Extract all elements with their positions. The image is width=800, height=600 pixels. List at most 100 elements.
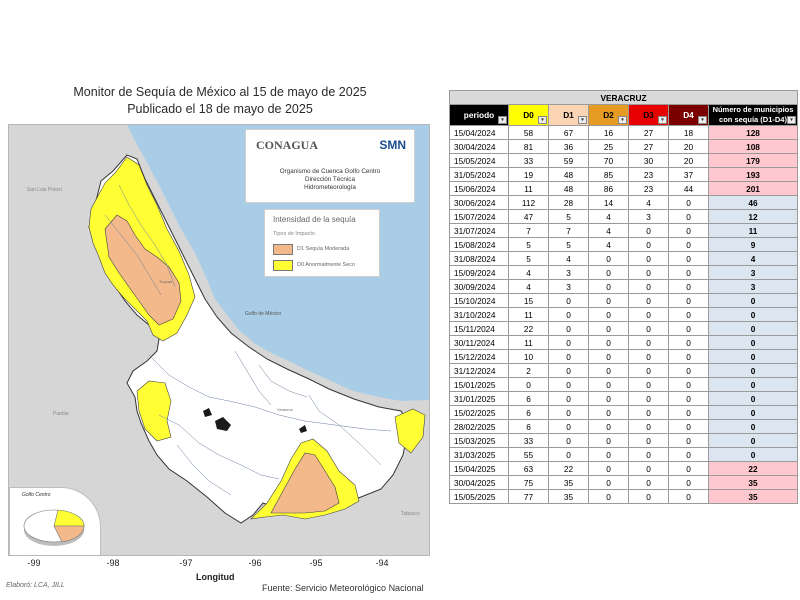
cell-period[interactable]: 30/11/2024 xyxy=(449,335,509,350)
cell-d4[interactable]: 0 xyxy=(668,349,709,364)
cell-d2[interactable]: 0 xyxy=(588,489,629,504)
cell-d1[interactable]: 0 xyxy=(548,391,589,406)
cell-d3[interactable]: 0 xyxy=(628,293,669,308)
cell-d2[interactable]: 70 xyxy=(588,153,629,168)
cell-d0[interactable]: 6 xyxy=(508,419,549,434)
cell-d0[interactable]: 63 xyxy=(508,461,549,476)
cell-period[interactable]: 30/04/2024 xyxy=(449,139,509,154)
cell-period[interactable]: 30/06/2024 xyxy=(449,195,509,210)
cell-period[interactable]: 15/12/2024 xyxy=(449,349,509,364)
cell-d2[interactable]: 0 xyxy=(588,307,629,322)
cell-total[interactable]: 108 xyxy=(708,139,798,154)
cell-d4[interactable]: 0 xyxy=(668,405,709,420)
cell-d4[interactable]: 0 xyxy=(668,251,709,266)
cell-period[interactable]: 15/03/2025 xyxy=(449,433,509,448)
cell-period[interactable]: 15/10/2024 xyxy=(449,293,509,308)
cell-period[interactable]: 15/04/2025 xyxy=(449,461,509,476)
cell-d4[interactable]: 0 xyxy=(668,237,709,252)
cell-total[interactable]: 0 xyxy=(708,377,798,392)
cell-d3[interactable]: 0 xyxy=(628,349,669,364)
cell-d4[interactable]: 37 xyxy=(668,167,709,182)
cell-d1[interactable]: 0 xyxy=(548,363,589,378)
cell-d3[interactable]: 0 xyxy=(628,307,669,322)
cell-d4[interactable]: 0 xyxy=(668,307,709,322)
cell-d2[interactable]: 4 xyxy=(588,223,629,238)
cell-d4[interactable]: 20 xyxy=(668,139,709,154)
cell-total[interactable]: 0 xyxy=(708,307,798,322)
cell-d3[interactable]: 27 xyxy=(628,139,669,154)
filter-dropdown-icon[interactable]: ▾ xyxy=(618,116,627,124)
cell-total[interactable]: 0 xyxy=(708,419,798,434)
cell-total[interactable]: 0 xyxy=(708,391,798,406)
cell-d3[interactable]: 23 xyxy=(628,181,669,196)
cell-d4[interactable]: 0 xyxy=(668,321,709,336)
filter-dropdown-icon[interactable]: ▾ xyxy=(538,116,547,124)
cell-total[interactable]: 46 xyxy=(708,195,798,210)
cell-d1[interactable]: 5 xyxy=(548,209,589,224)
cell-d4[interactable]: 0 xyxy=(668,265,709,280)
cell-d3[interactable]: 0 xyxy=(628,391,669,406)
cell-total[interactable]: 12 xyxy=(708,209,798,224)
cell-d1[interactable]: 5 xyxy=(548,237,589,252)
cell-d2[interactable]: 16 xyxy=(588,125,629,140)
cell-d4[interactable]: 0 xyxy=(668,489,709,504)
cell-d1[interactable]: 0 xyxy=(548,419,589,434)
cell-d0[interactable]: 81 xyxy=(508,139,549,154)
column-header-total[interactable]: Número de municipios con sequía (D1-D4) ▾ xyxy=(708,104,798,126)
cell-total[interactable]: 0 xyxy=(708,349,798,364)
cell-d0[interactable]: 0 xyxy=(508,377,549,392)
cell-d1[interactable]: 0 xyxy=(548,335,589,350)
cell-d0[interactable]: 11 xyxy=(508,335,549,350)
cell-total[interactable]: 0 xyxy=(708,293,798,308)
cell-total[interactable]: 0 xyxy=(708,335,798,350)
cell-d0[interactable]: 75 xyxy=(508,475,549,490)
cell-d2[interactable]: 0 xyxy=(588,335,629,350)
cell-d0[interactable]: 22 xyxy=(508,321,549,336)
cell-d1[interactable]: 0 xyxy=(548,433,589,448)
cell-period[interactable]: 31/07/2024 xyxy=(449,223,509,238)
cell-d3[interactable]: 0 xyxy=(628,279,669,294)
cell-d3[interactable]: 0 xyxy=(628,405,669,420)
cell-d4[interactable]: 0 xyxy=(668,391,709,406)
cell-total[interactable]: 4 xyxy=(708,251,798,266)
cell-total[interactable]: 35 xyxy=(708,475,798,490)
cell-d0[interactable]: 10 xyxy=(508,349,549,364)
cell-d0[interactable]: 7 xyxy=(508,223,549,238)
filter-dropdown-icon[interactable]: ▾ xyxy=(578,116,587,124)
cell-d3[interactable]: 0 xyxy=(628,237,669,252)
cell-d1[interactable]: 48 xyxy=(548,167,589,182)
cell-d2[interactable]: 4 xyxy=(588,237,629,252)
cell-period[interactable]: 31/12/2024 xyxy=(449,363,509,378)
cell-d1[interactable]: 4 xyxy=(548,251,589,266)
cell-d2[interactable]: 0 xyxy=(588,321,629,336)
column-header-d0[interactable]: D0 ▾ xyxy=(508,104,549,126)
cell-total[interactable]: 179 xyxy=(708,153,798,168)
cell-d0[interactable]: 33 xyxy=(508,153,549,168)
cell-d2[interactable]: 0 xyxy=(588,475,629,490)
filter-dropdown-icon[interactable]: ▾ xyxy=(787,116,796,124)
cell-total[interactable]: 22 xyxy=(708,461,798,476)
cell-total[interactable]: 9 xyxy=(708,237,798,252)
cell-period[interactable]: 30/09/2024 xyxy=(449,279,509,294)
cell-d3[interactable]: 0 xyxy=(628,447,669,462)
cell-d0[interactable]: 11 xyxy=(508,181,549,196)
cell-d3[interactable]: 4 xyxy=(628,195,669,210)
cell-total[interactable]: 0 xyxy=(708,363,798,378)
cell-period[interactable]: 15/06/2024 xyxy=(449,181,509,196)
cell-d2[interactable]: 25 xyxy=(588,139,629,154)
cell-period[interactable]: 15/02/2025 xyxy=(449,405,509,420)
cell-period[interactable]: 31/10/2024 xyxy=(449,307,509,322)
cell-total[interactable]: 193 xyxy=(708,167,798,182)
cell-period[interactable]: 31/03/2025 xyxy=(449,447,509,462)
column-header-d3[interactable]: D3 ▾ xyxy=(628,104,669,126)
cell-d3[interactable]: 0 xyxy=(628,335,669,350)
cell-period[interactable]: 15/05/2024 xyxy=(449,153,509,168)
filter-dropdown-icon[interactable]: ▾ xyxy=(658,116,667,124)
cell-d1[interactable]: 67 xyxy=(548,125,589,140)
cell-d4[interactable]: 20 xyxy=(668,153,709,168)
cell-total[interactable]: 201 xyxy=(708,181,798,196)
cell-d4[interactable]: 0 xyxy=(668,447,709,462)
cell-d2[interactable]: 0 xyxy=(588,251,629,266)
cell-d0[interactable]: 11 xyxy=(508,307,549,322)
cell-d2[interactable]: 0 xyxy=(588,461,629,476)
